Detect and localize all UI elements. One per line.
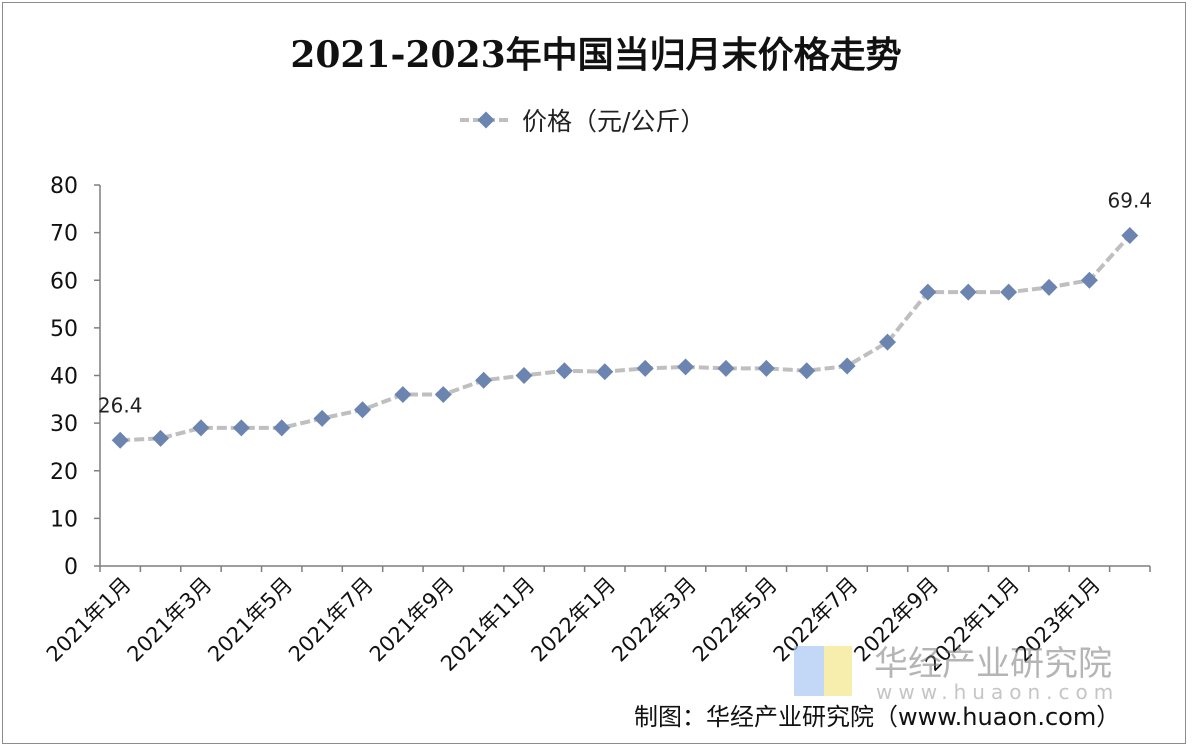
data-point-marker (919, 283, 937, 301)
data-point-marker (192, 419, 210, 437)
data-point-marker (596, 363, 614, 381)
x-tick-label: 2022年5月 (688, 573, 782, 667)
data-point-marker (798, 362, 816, 380)
y-tick-label: 50 (50, 317, 78, 342)
data-label: 26.4 (98, 393, 143, 417)
watermark: 华经产业研究院 www.huaon.com (794, 636, 1154, 706)
data-point-marker (717, 359, 735, 377)
data-label: 69.4 (1108, 188, 1153, 212)
data-point-marker (555, 362, 573, 380)
legend-swatch (460, 111, 512, 129)
data-point-marker (515, 367, 533, 384)
source-credit: 制图：华经产业研究院（www.huaon.com） (634, 703, 1121, 731)
data-point-marker (434, 386, 452, 404)
y-tick-label: 20 (50, 460, 78, 485)
data-point-marker (313, 409, 331, 427)
y-tick-label: 70 (50, 222, 78, 247)
data-point-marker (1080, 271, 1098, 289)
data-point-marker (354, 401, 371, 419)
legend: 价格（元/公斤） (458, 104, 705, 136)
x-tick-label: 2021年7月 (284, 573, 378, 667)
watermark-url: www.huaon.com (876, 680, 1120, 704)
data-point-marker (1000, 283, 1018, 301)
y-tick-label: 0 (64, 555, 78, 580)
x-tick-label: 2021年3月 (123, 573, 217, 667)
data-point-marker (232, 419, 250, 437)
data-point-marker (879, 333, 896, 351)
x-tick-label: 2021年1月 (42, 573, 136, 667)
watermark-logo-right (824, 646, 852, 696)
watermark-logo-left (794, 646, 824, 696)
y-tick-label: 60 (50, 269, 78, 294)
data-point-marker (757, 359, 775, 377)
data-point-marker (838, 357, 856, 375)
x-tick-label: 2022年1月 (526, 573, 620, 667)
y-tick-label: 80 (50, 174, 78, 199)
data-point-marker (1121, 226, 1139, 244)
data-point-marker (111, 431, 129, 449)
data-point-marker (677, 358, 695, 376)
chart-title: 2021-2023年中国当归月末价格走势 (290, 34, 902, 76)
data-point-marker (152, 429, 170, 447)
data-point-marker (394, 386, 412, 404)
data-point-marker (273, 419, 291, 437)
y-tick-label: 40 (50, 365, 78, 390)
watermark-text: 华经产业研究院 (874, 644, 1112, 684)
y-tick-label: 10 (50, 507, 78, 532)
data-point-marker (636, 359, 654, 377)
series-line (120, 234, 1132, 443)
legend-label: 价格（元/公斤） (522, 107, 706, 136)
data-point-marker (1040, 278, 1058, 296)
y-tick-label: 30 (50, 412, 78, 437)
x-tick-label: 2021年5月 (203, 573, 297, 667)
x-tick-label: 2022年3月 (607, 573, 701, 667)
data-point-marker (959, 283, 977, 301)
data-point-marker (475, 371, 493, 389)
